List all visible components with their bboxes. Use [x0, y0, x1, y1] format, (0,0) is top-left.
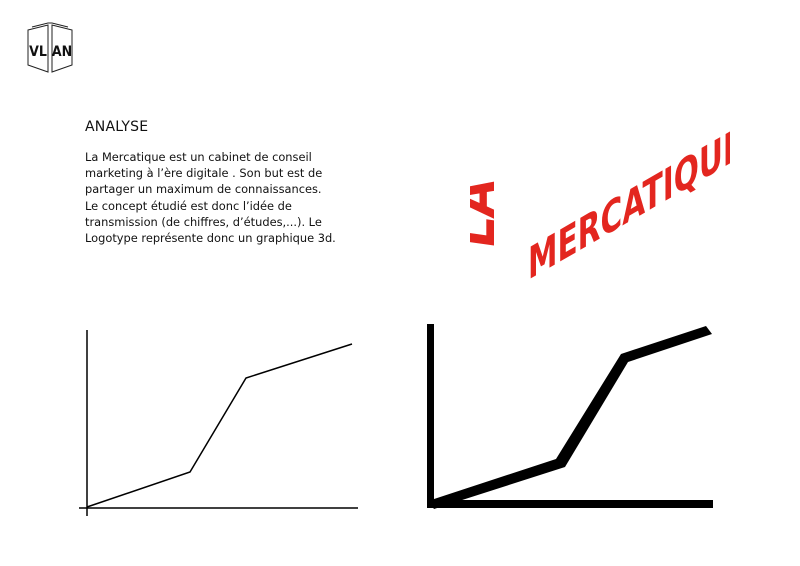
- paragraph-line: Logotype représente donc un graphique 3d…: [85, 231, 336, 246]
- paragraph-line: partager un maximum de connaissances.: [85, 182, 322, 197]
- logo-text-right: AN: [52, 44, 72, 60]
- logotype-svg: LA MERCATIQUE: [444, 115, 743, 291]
- section-heading: ANALYSE: [85, 119, 149, 135]
- logotype-mercatique: MERCATIQUE: [528, 130, 730, 291]
- analysis-paragraph: La Mercatique est un cabinet de conseil …: [85, 149, 355, 246]
- logo-text-left: VL: [29, 44, 47, 60]
- paragraph-line: transmission (de chiffres, d’études,...)…: [85, 214, 322, 229]
- logotype-la: LA: [470, 174, 507, 252]
- paragraph-line: marketing à l’ère digitale . Son but est…: [85, 166, 323, 181]
- bold-graph-line: [428, 326, 712, 509]
- bold-line-graph: [420, 318, 720, 514]
- open-book-logo-icon: VL AN: [27, 22, 73, 73]
- bold-graph-x-axis: [427, 500, 713, 508]
- thin-graph-line: [86, 343, 353, 508]
- bold-graph-y-axis: [427, 324, 434, 508]
- vlan-logo: VL AN: [22, 20, 78, 76]
- paragraph-line: La Mercatique est un cabinet de conseil: [85, 150, 312, 164]
- la-mercatique-logotype: LA MERCATIQUE: [444, 115, 743, 300]
- thin-line-graph: [76, 326, 362, 518]
- paragraph-line: Le concept étudié est donc l’idée de: [85, 198, 292, 213]
